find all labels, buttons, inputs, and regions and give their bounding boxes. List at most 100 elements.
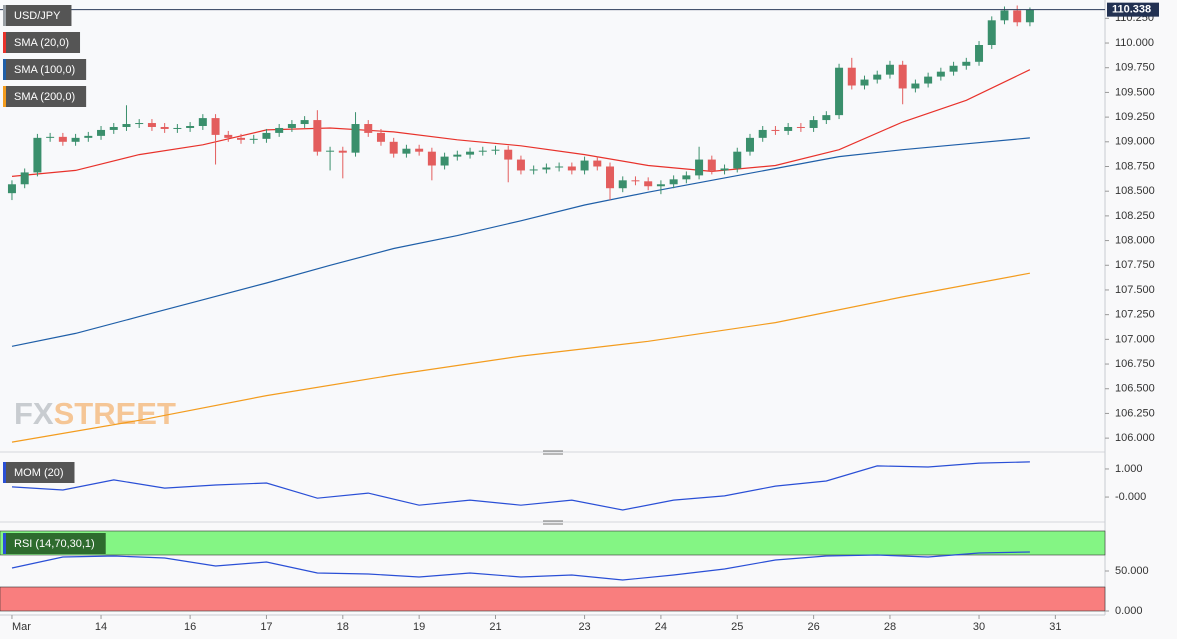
- candle-body: [516, 159, 525, 171]
- candle-body: [249, 138, 258, 140]
- candle-body: [644, 181, 653, 187]
- x-tick-label: 26: [807, 621, 819, 633]
- legend-label: USD/JPY: [14, 10, 61, 22]
- x-tick-label: Mar: [12, 621, 31, 633]
- x-tick-label: 18: [337, 621, 349, 633]
- candle-body: [733, 151, 742, 169]
- legend-item: USD/JPY: [3, 5, 72, 26]
- y-tick-label: 109.750: [1115, 62, 1155, 74]
- candle-body: [1013, 10, 1022, 23]
- candle-body: [784, 126, 793, 131]
- candle-body: [109, 126, 118, 130]
- rsi-band: [0, 530, 1106, 556]
- candle-body: [745, 137, 754, 152]
- candle-body: [97, 129, 106, 136]
- candle-body: [618, 180, 627, 189]
- legend-label: SMA (20,0): [14, 37, 69, 49]
- x-tick-label: 24: [655, 621, 667, 633]
- legend-item: RSI (14,70,30,1): [3, 533, 106, 554]
- candle-body: [84, 135, 93, 138]
- y-tick-label: 106.250: [1115, 407, 1155, 419]
- candle-body: [911, 83, 920, 89]
- candle-body: [555, 166, 564, 168]
- candle-body: [135, 123, 144, 125]
- candle-body: [326, 150, 335, 152]
- candle-body: [389, 141, 398, 154]
- legend-box: [3, 32, 81, 53]
- x-tick-label: 23: [578, 621, 590, 633]
- candle-body: [847, 67, 856, 86]
- candle-body: [771, 129, 780, 131]
- x-tick-label: 14: [95, 621, 107, 633]
- candle-body: [885, 64, 894, 75]
- y-tick-label: 0.000: [1115, 605, 1143, 617]
- candle-body: [695, 159, 704, 176]
- y-tick-label: 109.250: [1115, 111, 1155, 123]
- candle-body: [835, 67, 844, 116]
- candle-body: [809, 120, 818, 128]
- candle-body: [300, 120, 309, 125]
- y-tick-label: 108.000: [1115, 234, 1155, 246]
- legend-item: SMA (100,0): [3, 59, 87, 80]
- candle-body: [758, 129, 767, 138]
- y-tick-label: 110.000: [1115, 37, 1154, 49]
- candle-body: [860, 79, 869, 86]
- candle-body: [707, 159, 716, 171]
- y-tick-label: 109.000: [1115, 136, 1155, 148]
- y-tick-label: 107.000: [1115, 333, 1155, 345]
- rsi-band: [0, 586, 1106, 612]
- candle-body: [211, 118, 220, 135]
- legend-label: RSI (14,70,30,1): [14, 538, 95, 550]
- candle-body: [20, 172, 29, 185]
- candle-body: [949, 65, 958, 72]
- legend-swatch: [3, 59, 6, 80]
- candle-body: [440, 156, 449, 166]
- legend-label: SMA (200,0): [14, 91, 75, 103]
- y-tick-label: 108.250: [1115, 210, 1155, 222]
- x-tick-label: 19: [413, 621, 425, 633]
- last-price-box: [1107, 2, 1159, 17]
- y-tick-label: 106.500: [1115, 383, 1155, 395]
- legend-box: [3, 86, 87, 107]
- legend-box: [3, 5, 72, 26]
- candle-body: [58, 136, 67, 142]
- candle-body: [924, 76, 933, 84]
- legend-item: SMA (20,0): [3, 32, 81, 53]
- x-tick-label: 25: [731, 621, 743, 633]
- candle-body: [287, 124, 296, 128]
- candle-body: [504, 149, 513, 160]
- candle-body: [46, 136, 55, 138]
- y-tick-label: 106.000: [1115, 432, 1155, 444]
- x-tick-label: 17: [260, 621, 272, 633]
- candle-body: [796, 126, 805, 128]
- x-tick-label: 16: [184, 621, 196, 633]
- candle-body: [237, 137, 246, 140]
- legend-item: MOM (20): [3, 462, 75, 483]
- candle-body: [580, 160, 589, 171]
- indicator-line: [11, 461, 1030, 511]
- legend-box: [3, 462, 75, 483]
- candle-body: [147, 123, 156, 127]
- main-panel: [0, 0, 1105, 448]
- candle-body: [33, 137, 42, 173]
- candle-body: [478, 150, 487, 152]
- watermark: FX: [14, 396, 54, 431]
- y-tick-label: 107.750: [1115, 259, 1155, 271]
- candle-body: [402, 148, 411, 154]
- y-tick-label: 1.000: [1115, 463, 1143, 475]
- legend-swatch: [3, 5, 6, 26]
- candle-body: [936, 71, 945, 77]
- last-price-label: 110.338: [1112, 4, 1151, 16]
- candle-body: [529, 169, 538, 171]
- candle-body: [160, 126, 169, 129]
- candle-body: [669, 179, 678, 185]
- legend-swatch: [3, 32, 6, 53]
- x-tick-label: 21: [489, 621, 501, 633]
- candle-body: [198, 118, 207, 126]
- indicator-line: [11, 272, 1031, 443]
- watermark: STREET: [54, 396, 176, 431]
- candle-body: [453, 154, 462, 157]
- candle-body: [427, 151, 436, 166]
- candle-body: [275, 127, 284, 133]
